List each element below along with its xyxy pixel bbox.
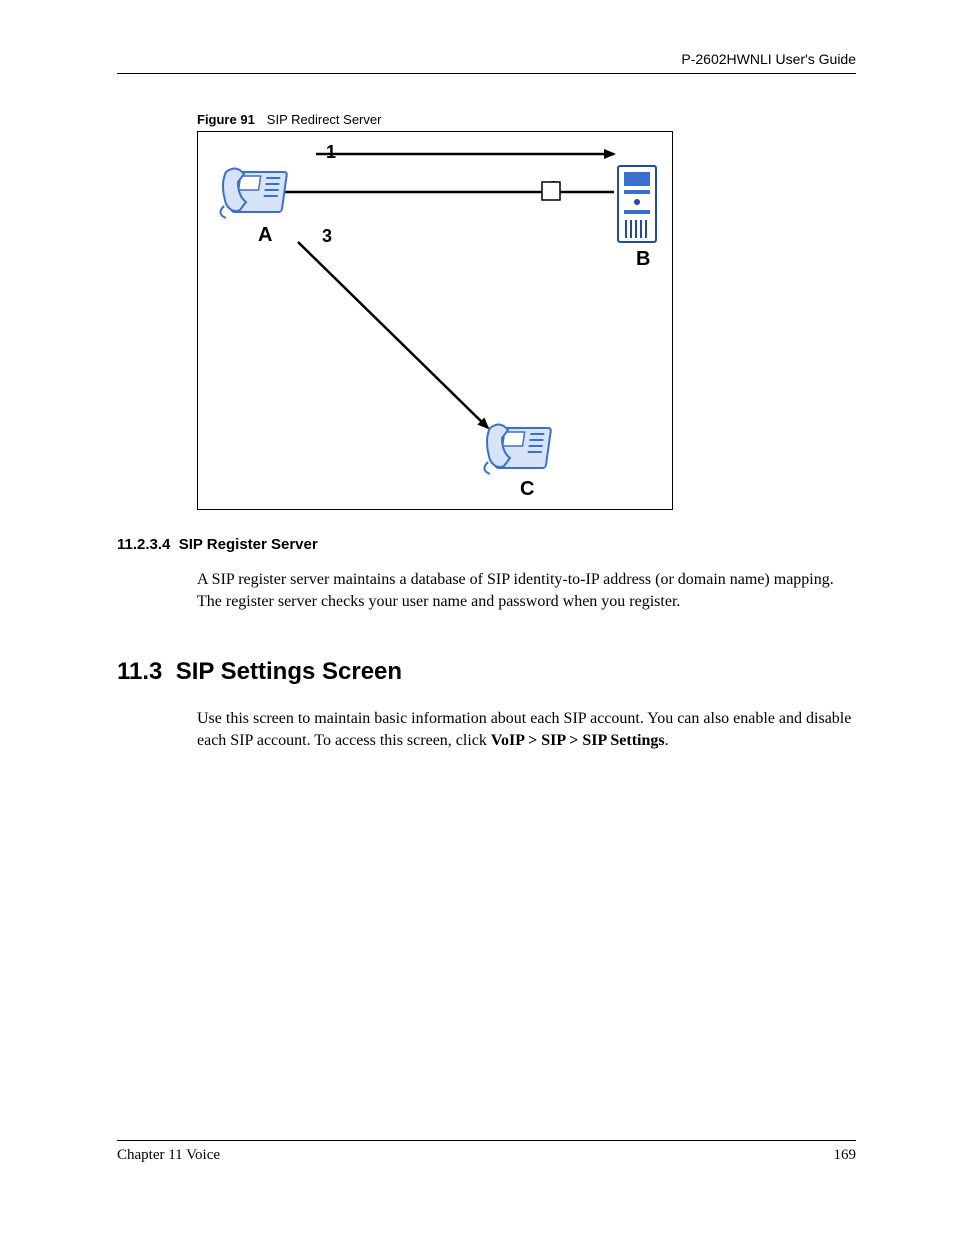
h4-body: A SIP register server maintains a databa… [197, 569, 856, 612]
h4-title: SIP Register Server [179, 536, 318, 553]
phone-a-icon [220, 168, 287, 218]
footer-chapter: Chapter 11 Voice [117, 1147, 220, 1164]
footer-page: 169 [834, 1147, 857, 1164]
h2-heading: 11.3 SIP Settings Screen [117, 658, 856, 686]
figure-title: SIP Redirect Server [267, 112, 382, 127]
header-rule [117, 73, 856, 74]
figure-number: Figure 91 [197, 112, 255, 127]
h2-title: SIP Settings Screen [176, 658, 402, 685]
figure-caption: Figure 91 SIP Redirect Server [197, 112, 856, 127]
h2-body: Use this screen to maintain basic inform… [197, 708, 856, 751]
phone-c-icon [484, 424, 551, 474]
figure-diagram: A B C 1 2 3 [197, 131, 673, 510]
h2-number: 11.3 [117, 658, 162, 685]
footer: Chapter 11 Voice 169 [117, 1140, 856, 1164]
h4-heading: 11.2.3.4 SIP Register Server [117, 536, 856, 553]
diagram-svg [198, 132, 674, 511]
h2-body-after: . [665, 732, 669, 749]
h4-number: 11.2.3.4 [117, 536, 170, 553]
running-header: P-2602HWNLI User's Guide [117, 51, 856, 73]
footer-rule [117, 1140, 856, 1141]
server-b-icon [618, 166, 656, 242]
h2-body-bold: VoIP > SIP > SIP Settings [491, 732, 665, 749]
